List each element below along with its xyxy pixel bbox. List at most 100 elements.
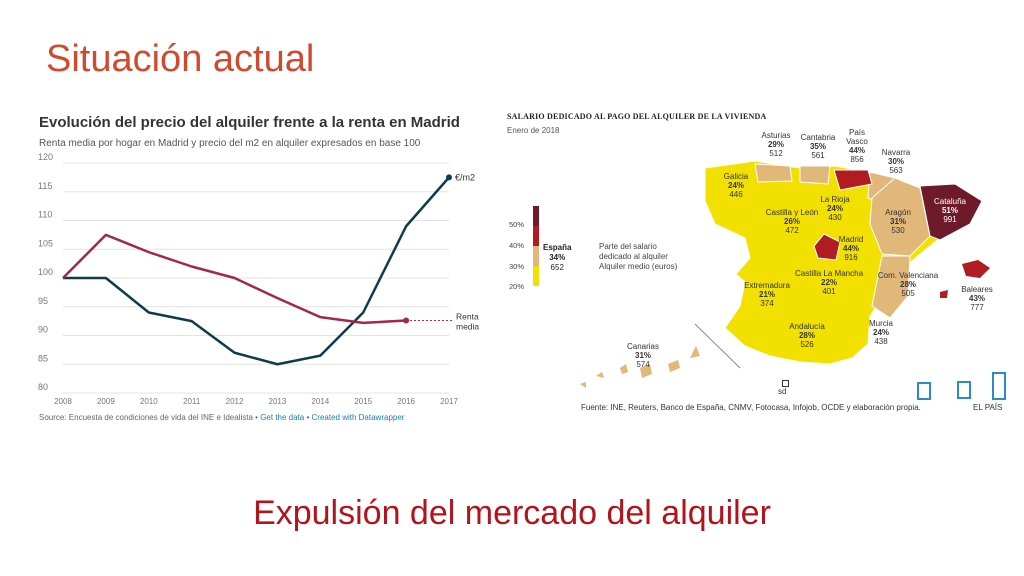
y-tick-label: 95 xyxy=(38,296,48,306)
label-canarias-rent: 574 xyxy=(636,360,650,369)
label-extremadura: Extremadura 21% 374 xyxy=(744,281,790,308)
canarias-inset-divider xyxy=(694,323,741,369)
series-end-point-0 xyxy=(446,174,452,181)
label-pais-vasco-pct: 44% xyxy=(848,146,866,155)
label-cantabria: Cantabria 35% 561 xyxy=(801,133,836,160)
label-castilla-leon-rent: 472 xyxy=(785,226,799,235)
bottom-title: Expulsión del mercado del alquiler xyxy=(253,494,771,532)
label-cataluna-rent: 991 xyxy=(943,215,957,224)
label-la-rioja: La Rioja 24% 430 xyxy=(820,195,849,222)
line-chart: 80 85 90 95 100 105 110 115 120 2008 2009 2010 2011 2… xyxy=(38,152,479,406)
label-aragon-pct: 31% xyxy=(889,217,907,226)
label-aragon-name: Aragón xyxy=(885,208,911,217)
label-castilla-leon-name: Castilla y León xyxy=(765,208,819,217)
legend-swatch-20 xyxy=(533,266,539,286)
label-canarias: Canarias 31% 574 xyxy=(627,342,659,369)
series-label-income-2: media xyxy=(456,322,479,332)
datawrapper-link[interactable]: Created with Datawrapper xyxy=(311,413,405,422)
label-andalucia-pct: 28% xyxy=(798,331,815,340)
label-castilla-leon: Castilla y León 26% 472 xyxy=(766,208,818,235)
legend-description: Parte del salario dedicado al alquiler A… xyxy=(599,242,677,272)
y-tick-label: 85 xyxy=(38,353,48,363)
label-navarra: Navarra 30% 563 xyxy=(882,148,910,175)
label-castilla-la-mancha-rent: 401 xyxy=(822,287,836,296)
slide-title: Situación actual xyxy=(46,38,315,80)
x-tick-label: 2017 xyxy=(440,397,458,406)
legend-desc-3: Alquiler medio (euros) xyxy=(599,262,678,271)
label-galicia: Galicia 24% 446 xyxy=(724,172,748,199)
legend-tick-50: 50% xyxy=(509,220,525,229)
map-region-madrid xyxy=(813,233,841,261)
label-andalucia: Andalucía 28% 526 xyxy=(789,322,825,349)
label-pais-vasco-rent: 856 xyxy=(850,155,864,164)
x-tick-label: 2012 xyxy=(226,397,244,406)
chart-source-text: Source: Encuesta de condiciones de vida … xyxy=(39,413,253,422)
series-label-rent: €/m2 xyxy=(455,172,475,182)
series-label-income: Renta xyxy=(456,312,479,322)
x-tick-label: 2013 xyxy=(269,397,287,406)
map-title: SALARIO DEDICADO AL PAGO DEL ALQUILER DE… xyxy=(507,112,767,121)
map-subtitle: Enero de 2018 xyxy=(507,126,560,135)
chart-source-sep-2: • xyxy=(306,413,310,422)
y-tick-label: 100 xyxy=(38,267,53,277)
map-region-cataluna xyxy=(919,183,983,241)
label-pais-vasco-name2: Vasco xyxy=(846,137,868,146)
label-andalucia-rent: 526 xyxy=(800,340,814,349)
label-valenciana: Com. Valenciana 28% 505 xyxy=(878,271,938,298)
chart-title: Evolución del precio del alquiler frente… xyxy=(39,114,460,131)
y-tick-label: 105 xyxy=(38,238,53,248)
sd-label: sd xyxy=(778,387,787,396)
label-baleares-pct: 43% xyxy=(968,294,986,303)
x-tick-label: 2008 xyxy=(54,397,72,406)
x-tick-label: 2011 xyxy=(183,397,201,406)
label-navarra-rent: 563 xyxy=(889,166,903,175)
label-navarra-pct: 30% xyxy=(887,157,905,166)
map-region-canarias-2 xyxy=(640,364,652,378)
label-andalucia-name: Andalucía xyxy=(789,322,825,331)
label-navarra-name: Navarra xyxy=(881,148,911,157)
label-galicia-name: Galicia xyxy=(723,172,749,181)
label-valenciana-name: Com. Valenciana xyxy=(877,271,939,280)
label-cantabria-rent: 561 xyxy=(811,151,825,160)
y-tick-label: 120 xyxy=(38,152,53,162)
label-murcia: Murcia 24% 438 xyxy=(869,319,893,346)
label-castilla-la-mancha: Castilla La Mancha 22% 401 xyxy=(795,269,863,296)
label-asturias-rent: 512 xyxy=(769,149,783,158)
page-icon[interactable] xyxy=(992,372,1006,400)
building-icon[interactable] xyxy=(957,381,971,399)
document-icon[interactable] xyxy=(917,382,931,400)
map-region-asturias xyxy=(754,163,793,183)
map-brand: EL PAÍS xyxy=(973,403,1003,412)
label-murcia-rent: 438 xyxy=(874,337,888,346)
map-region-cantabria xyxy=(799,165,831,185)
legend-desc-1: Parte del salario xyxy=(599,242,657,251)
legend-swatch-40 xyxy=(533,226,539,246)
map-region-canarias-4 xyxy=(620,364,628,374)
label-valenciana-rent: 505 xyxy=(901,289,915,298)
legend-swatch-50 xyxy=(533,206,539,226)
y-tick-label: 115 xyxy=(38,181,52,191)
label-canarias-pct: 31% xyxy=(634,351,652,360)
label-cataluna: Cataluña 51% 991 xyxy=(934,197,966,224)
series-line-1 xyxy=(62,233,407,325)
label-cantabria-name: Cantabria xyxy=(800,133,836,142)
chart-source-sep-1: • xyxy=(255,413,258,422)
label-madrid-pct: 44% xyxy=(842,244,860,253)
label-madrid-rent: 916 xyxy=(844,253,858,262)
label-cantabria-pct: 35% xyxy=(809,142,826,151)
label-asturias-name: Asturias xyxy=(761,131,791,140)
spain-map xyxy=(580,160,990,388)
sd-legend-box xyxy=(782,380,789,387)
legend-desc-2: dedicado al alquiler xyxy=(599,252,668,261)
map-region-canarias-1 xyxy=(668,360,680,372)
chart-subtitle: Renta media por hogar en Madrid y precio… xyxy=(39,138,421,149)
series-line-0 xyxy=(63,176,450,366)
label-la-rioja-rent: 430 xyxy=(828,213,842,222)
legend-espana-name: España xyxy=(543,243,572,252)
get-data-link[interactable]: Get the data xyxy=(260,413,305,422)
label-extremadura-pct: 21% xyxy=(758,290,776,299)
label-castilla-la-mancha-pct: 22% xyxy=(820,278,838,287)
legend-swatch-30 xyxy=(533,246,539,266)
label-castilla-leon-pct: 26% xyxy=(783,217,801,226)
label-la-rioja-pct: 24% xyxy=(826,204,844,213)
